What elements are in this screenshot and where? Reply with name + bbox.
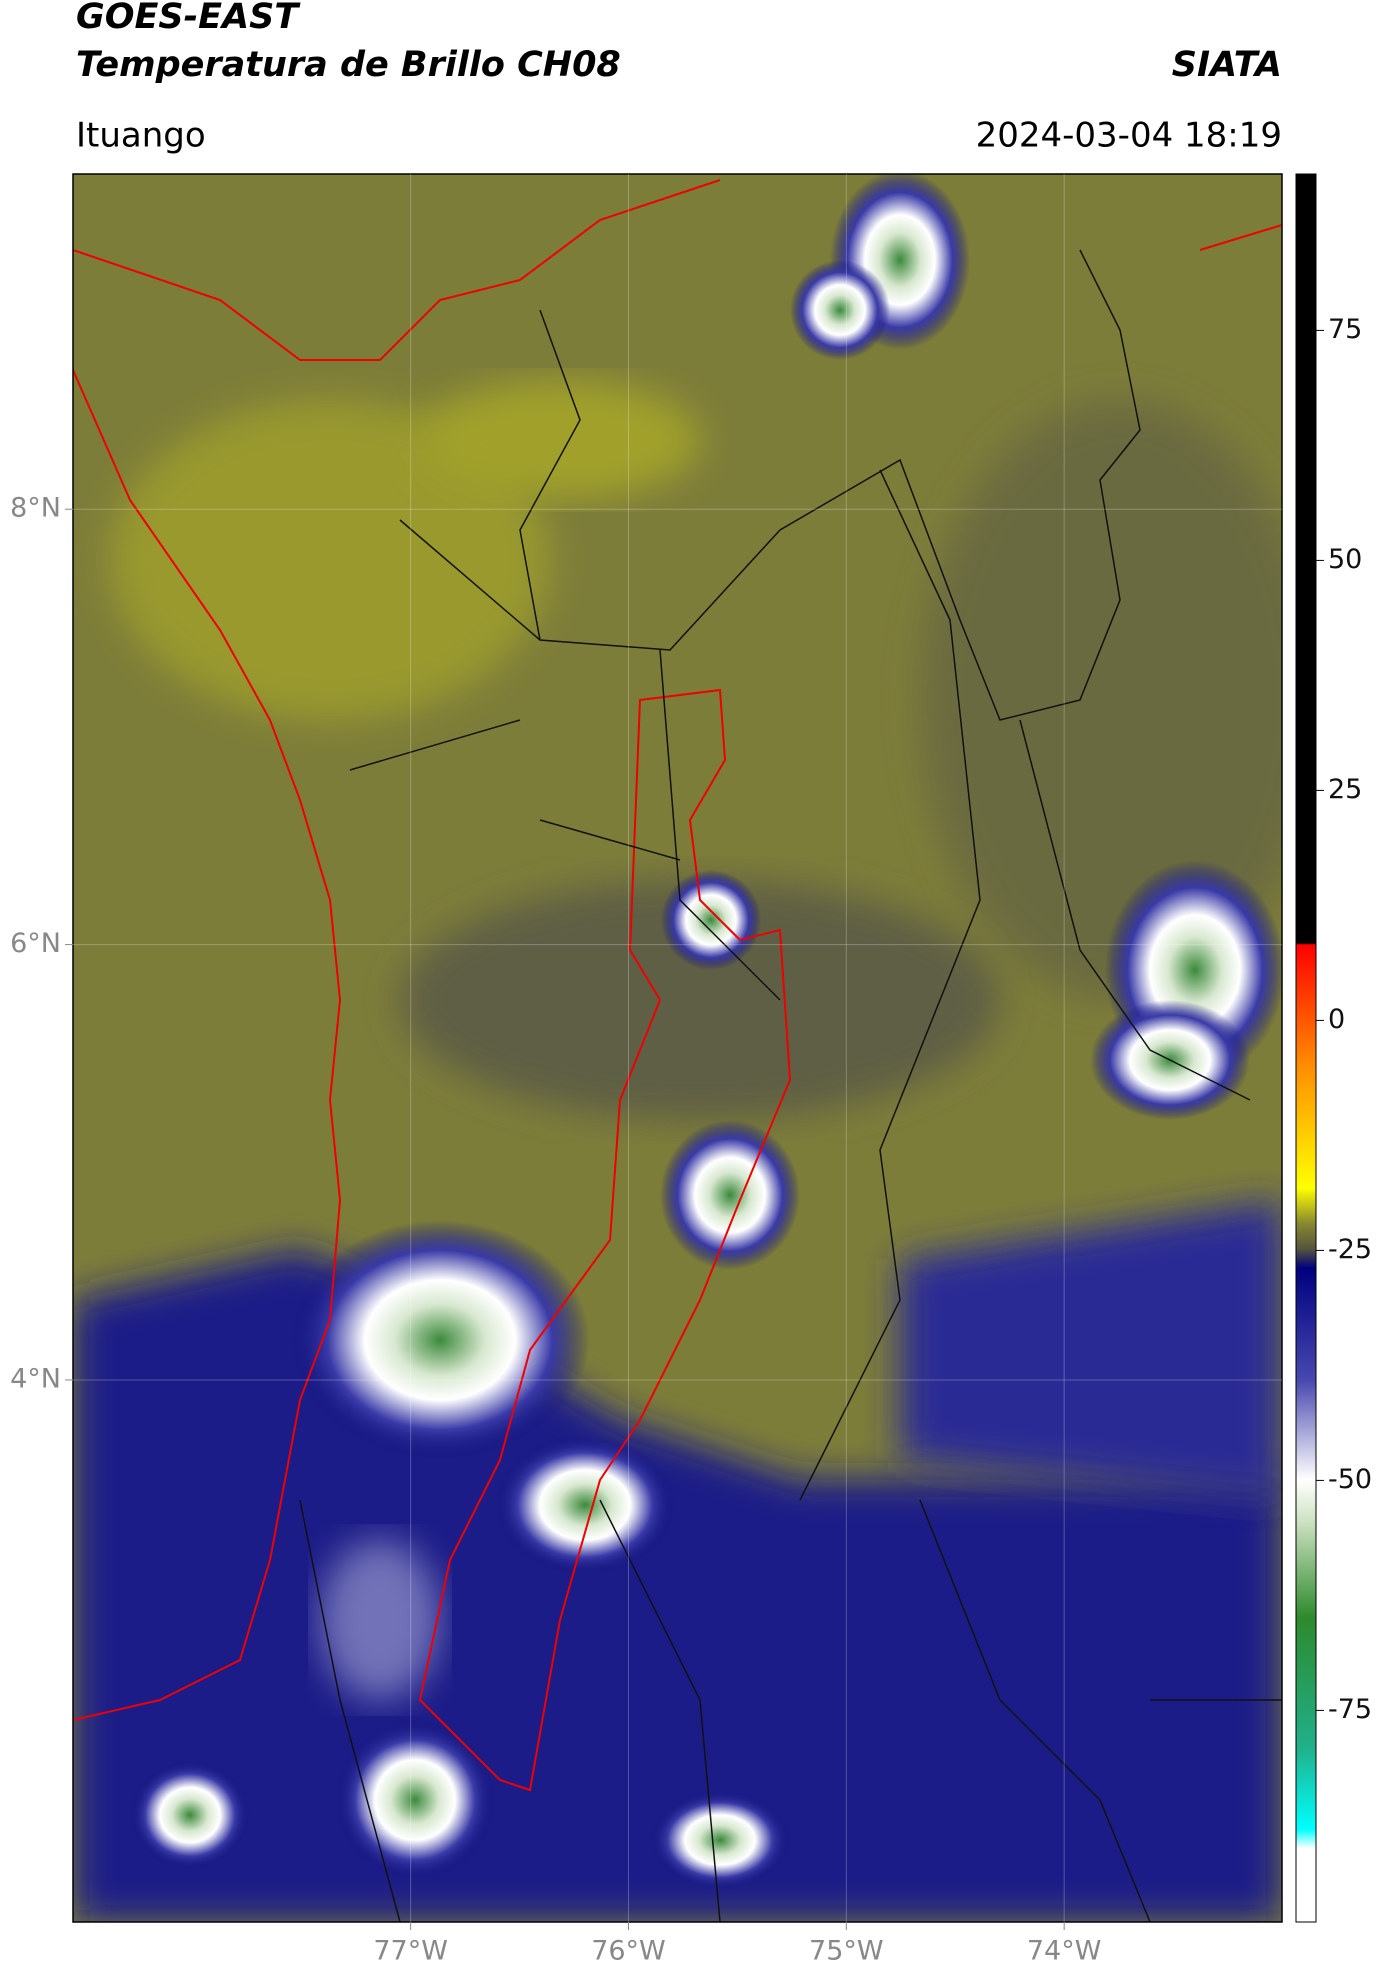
source: SIATA <box>1172 45 1282 85</box>
colorbar <box>1295 173 1317 1923</box>
colorbar-tick-label: 75 <box>1328 314 1362 345</box>
colorbar-tick-label: 50 <box>1328 544 1362 575</box>
subtitle: Temperatura de Brillo CH08 <box>76 45 621 85</box>
title: GOES-EAST <box>76 0 301 37</box>
colorbar-tick-label: 0 <box>1328 1004 1345 1035</box>
x-tick-label: 77°W <box>373 1936 448 1967</box>
colorbar-tick-label: -25 <box>1328 1234 1372 1265</box>
colorbar-tick-label: -75 <box>1328 1694 1372 1725</box>
y-tick-label: 6°N <box>10 928 61 959</box>
y-tick-label: 8°N <box>10 493 61 524</box>
datetime: 2024-03-04 18:19 <box>976 116 1282 156</box>
x-tick-label: 75°W <box>809 1936 884 1967</box>
map-image <box>73 174 1282 1922</box>
x-tick-label: 74°W <box>1027 1936 1102 1967</box>
map-frame <box>72 173 1283 1923</box>
colorbar-tick-label: 25 <box>1328 774 1362 805</box>
y-tick-label: 4°N <box>10 1363 61 1394</box>
x-tick-label: 76°W <box>591 1936 666 1967</box>
colorbar-tick-label: -50 <box>1328 1464 1372 1495</box>
region: Ituango <box>76 116 206 156</box>
